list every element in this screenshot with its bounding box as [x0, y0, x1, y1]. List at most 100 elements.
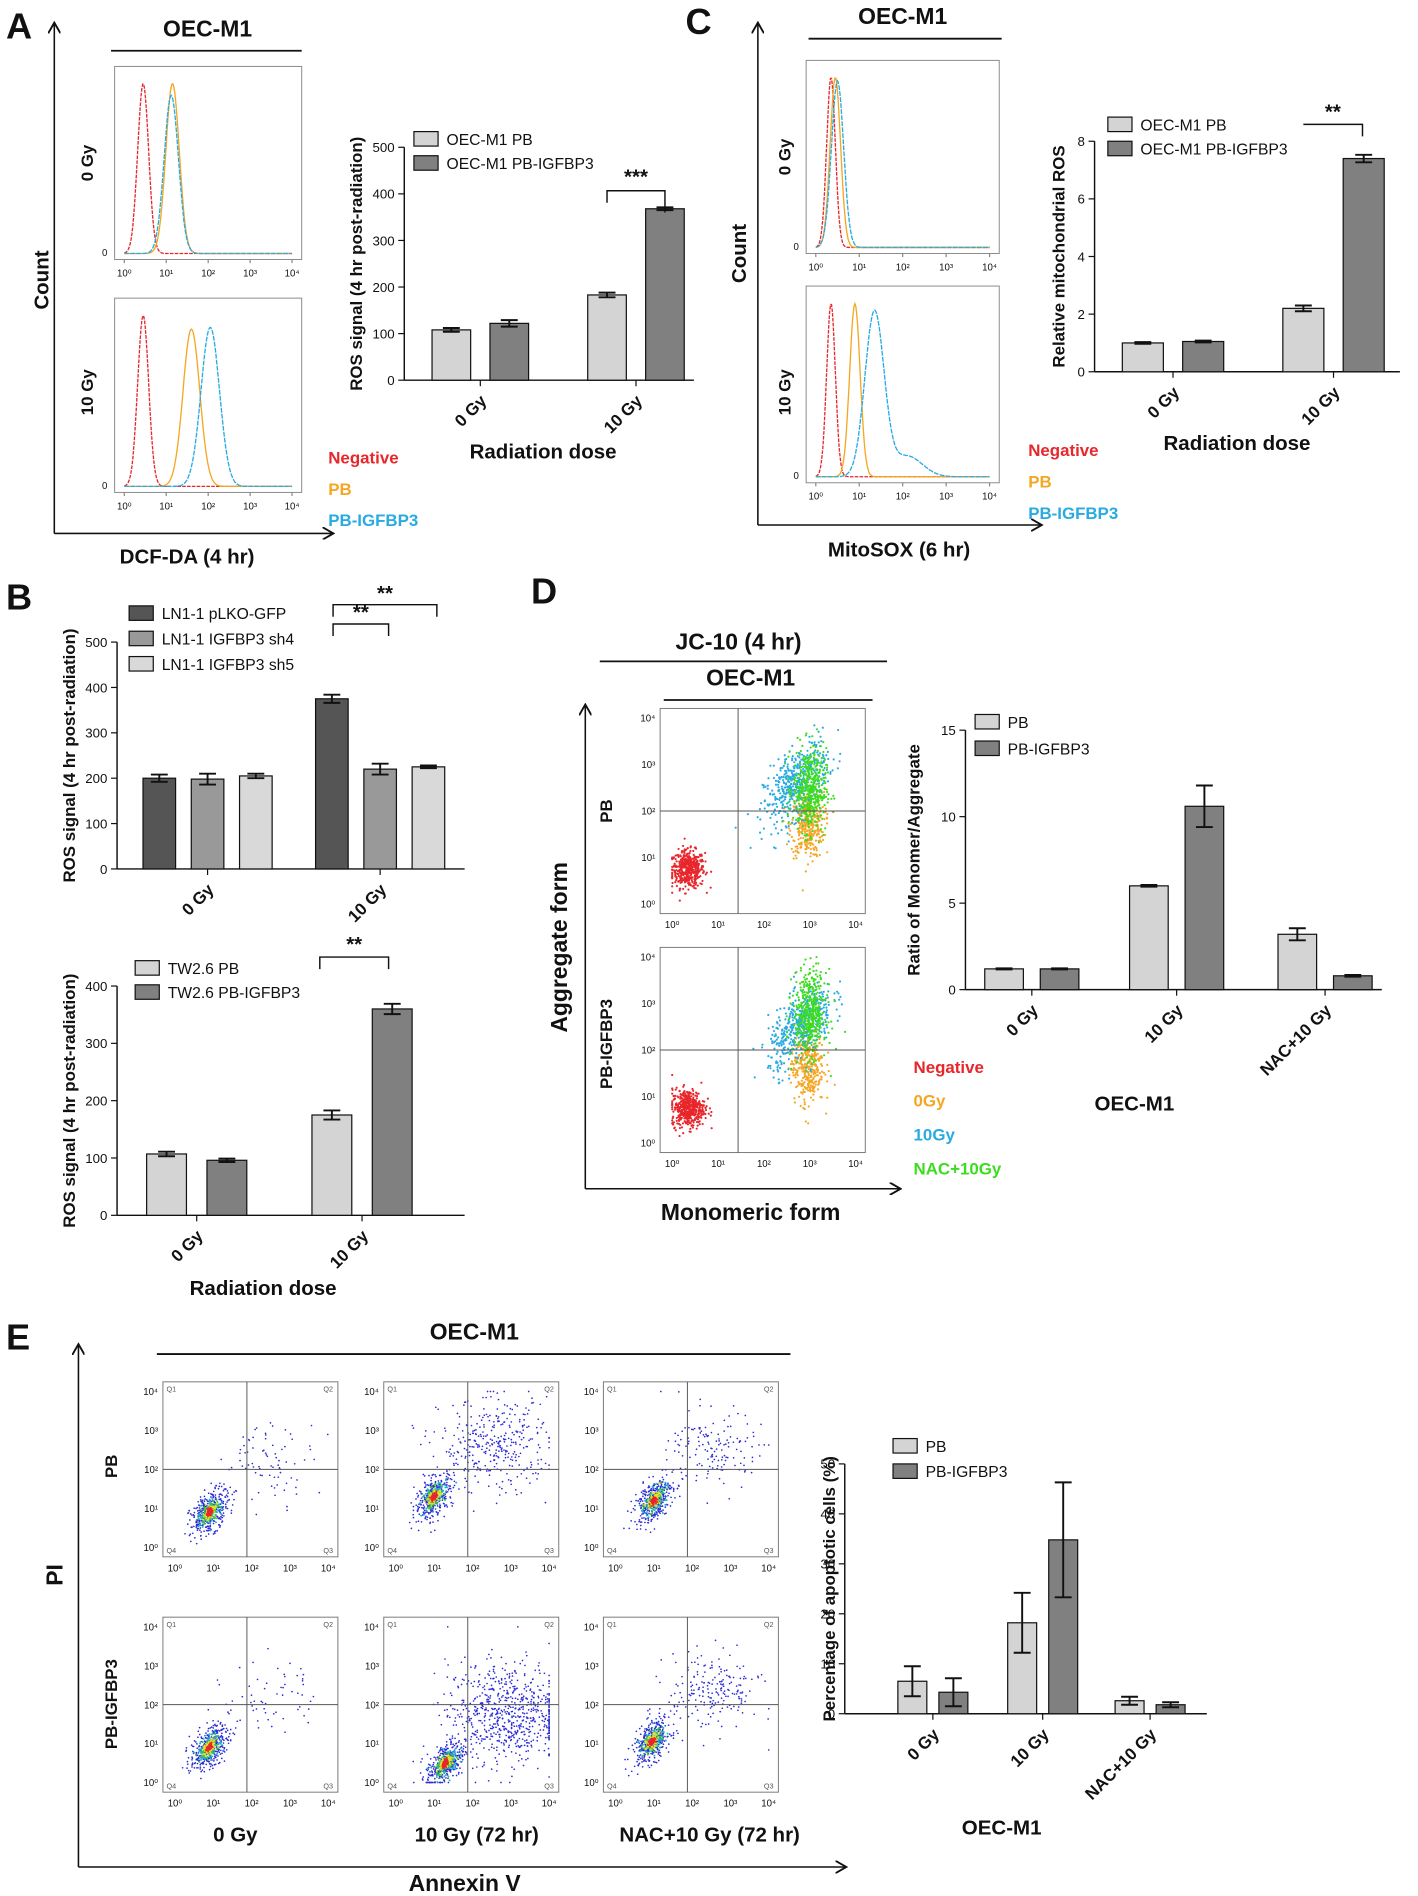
event-dot	[412, 1516, 415, 1519]
event-dot	[503, 1440, 506, 1443]
event-dot	[814, 1042, 817, 1045]
event-dot	[522, 1413, 525, 1416]
event-dot	[818, 974, 822, 977]
event-dot	[224, 1488, 227, 1490]
event-dot	[817, 820, 820, 823]
event-dot	[495, 1440, 498, 1443]
event-dot	[817, 1088, 820, 1091]
event-dot	[511, 1408, 514, 1411]
event-dot	[809, 1024, 812, 1027]
event-dot	[821, 726, 824, 729]
flow-tick-label: 10³	[243, 501, 258, 512]
event-dot	[828, 1041, 831, 1045]
event-dot	[309, 1448, 312, 1451]
flow-tick-label: 10³	[283, 1563, 298, 1574]
event-dot	[420, 1491, 422, 1493]
event-dot	[671, 885, 674, 888]
event-dot	[819, 1035, 822, 1038]
event-dot	[812, 767, 815, 770]
event-dot	[814, 797, 817, 800]
event-dot	[214, 1510, 217, 1513]
event-dot	[416, 1509, 419, 1512]
event-dot	[813, 724, 816, 727]
event-dot	[679, 881, 682, 884]
event-dot	[208, 1500, 211, 1503]
flow-tick-label: 10⁴	[848, 1159, 863, 1170]
panel-letter: E	[6, 1316, 30, 1357]
event-dot	[536, 1478, 538, 1480]
event-dot	[677, 879, 681, 882]
event-dot	[694, 887, 697, 890]
event-dot	[796, 807, 799, 810]
event-dot	[775, 1026, 778, 1029]
event-dot	[694, 858, 698, 861]
event-dot	[808, 984, 811, 987]
event-dot	[788, 1077, 791, 1080]
event-dot	[811, 1033, 814, 1036]
event-dot	[810, 1074, 813, 1077]
event-dot	[506, 1445, 508, 1447]
event-dot	[813, 803, 816, 806]
event-dot	[815, 765, 818, 768]
event-dot	[802, 774, 805, 777]
event-dot	[510, 1441, 513, 1444]
dot-cloud	[671, 724, 842, 902]
event-dot	[671, 871, 674, 874]
event-dot	[805, 1002, 808, 1005]
event-dot	[799, 789, 802, 792]
event-dot	[501, 1447, 503, 1449]
event-dot	[806, 1009, 809, 1012]
event-dot	[781, 1028, 784, 1031]
legend-label: 10Gy	[914, 1125, 956, 1144]
event-dot	[532, 1401, 535, 1404]
event-dot	[814, 831, 817, 834]
event-dot	[811, 1063, 814, 1066]
event-dot	[448, 1451, 450, 1453]
event-dot	[811, 1019, 814, 1022]
event-dot	[698, 1123, 701, 1126]
event-dot	[773, 823, 776, 826]
event-dot	[506, 1417, 508, 1420]
event-dot	[415, 1504, 418, 1507]
event-dot	[817, 1006, 820, 1009]
event-dot	[426, 1516, 429, 1519]
event-dot	[529, 1482, 531, 1484]
event-dot	[672, 1094, 675, 1097]
event-dot	[820, 1022, 823, 1026]
event-dot	[432, 1521, 434, 1523]
event-dot	[530, 1466, 532, 1469]
event-dot	[507, 1437, 510, 1440]
event-dot	[819, 828, 822, 831]
event-dot	[495, 1452, 497, 1455]
event-dot	[771, 1025, 774, 1028]
event-dot	[507, 1478, 510, 1481]
event-dot	[781, 766, 784, 769]
flow-tick-label: 10¹	[159, 501, 173, 512]
event-dot	[520, 1472, 523, 1475]
event-dot	[674, 1107, 677, 1110]
event-dot	[499, 1446, 502, 1449]
event-dot	[817, 962, 820, 965]
event-dot	[775, 1043, 778, 1046]
event-dot	[831, 1027, 834, 1030]
event-dot	[797, 834, 801, 837]
event-dot	[821, 838, 825, 842]
flow-tick-label: 10³	[365, 1426, 380, 1437]
event-dot	[693, 882, 696, 885]
event-dot	[813, 763, 816, 766]
event-dot	[450, 1501, 453, 1504]
event-dot	[802, 794, 805, 797]
event-dot	[836, 1019, 839, 1022]
event-dot	[803, 1051, 807, 1054]
flow-tick-label: 10²	[641, 1046, 656, 1057]
event-dot	[808, 740, 811, 744]
event-dot	[793, 1010, 796, 1013]
flow-tick-label: 10⁴	[285, 268, 300, 279]
event-dot	[806, 749, 809, 752]
event-dot	[823, 817, 826, 821]
event-dot	[818, 752, 822, 755]
event-dot	[679, 887, 682, 890]
event-dot	[215, 1502, 218, 1505]
event-dot	[775, 773, 779, 777]
event-dot	[797, 838, 800, 841]
